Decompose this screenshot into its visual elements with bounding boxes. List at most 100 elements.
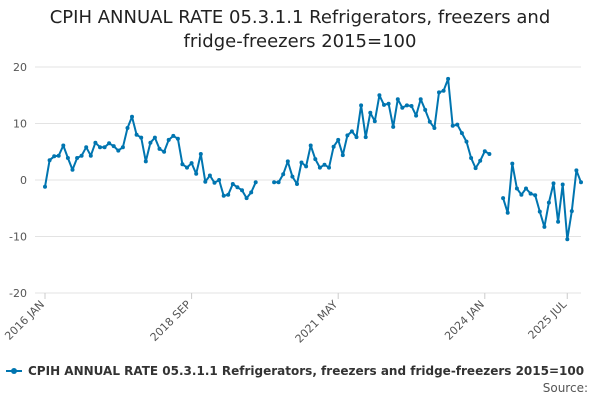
data-point bbox=[368, 110, 373, 115]
data-point bbox=[327, 165, 331, 170]
data-point bbox=[418, 97, 423, 102]
data-point bbox=[148, 140, 153, 145]
data-point bbox=[47, 158, 52, 163]
data-point bbox=[427, 119, 432, 124]
data-point bbox=[226, 192, 231, 197]
data-point bbox=[395, 97, 400, 102]
data-point bbox=[560, 182, 565, 187]
data-point bbox=[478, 158, 483, 163]
data-point bbox=[276, 180, 281, 185]
data-point bbox=[551, 181, 556, 186]
x-tick-label: 2021 MAY bbox=[293, 298, 341, 346]
series-group bbox=[43, 76, 583, 242]
y-tick-label: -20 bbox=[9, 287, 27, 300]
data-point bbox=[473, 166, 478, 171]
data-point bbox=[281, 172, 286, 177]
data-point bbox=[514, 186, 519, 191]
data-point bbox=[143, 159, 148, 164]
legend[interactable]: CPIH ANNUAL RATE 05.3.1.1 Refrigerators,… bbox=[6, 364, 584, 378]
data-point bbox=[556, 219, 561, 224]
data-point bbox=[125, 126, 130, 130]
y-tick-label: 0 bbox=[20, 174, 27, 187]
data-point bbox=[409, 104, 414, 108]
data-point bbox=[107, 141, 112, 146]
gridlines bbox=[35, 66, 581, 294]
data-point bbox=[70, 167, 75, 172]
data-point bbox=[139, 135, 144, 140]
data-point bbox=[203, 179, 208, 184]
data-point bbox=[322, 162, 327, 167]
data-point bbox=[345, 133, 350, 138]
data-point bbox=[446, 76, 451, 81]
legend-label: CPIH ANNUAL RATE 05.3.1.1 Refrigerators,… bbox=[28, 364, 585, 378]
data-point bbox=[331, 144, 336, 149]
data-point bbox=[441, 88, 446, 93]
data-point bbox=[244, 196, 249, 201]
data-point bbox=[221, 193, 226, 198]
data-point bbox=[102, 145, 107, 150]
x-tick-label: 2024 JAN bbox=[442, 298, 487, 343]
data-point bbox=[414, 113, 419, 118]
data-point bbox=[120, 145, 125, 150]
data-point bbox=[295, 182, 299, 186]
data-point bbox=[116, 148, 121, 153]
data-point bbox=[171, 133, 176, 138]
data-point bbox=[377, 93, 382, 98]
data-point bbox=[359, 103, 364, 108]
data-point bbox=[56, 153, 61, 158]
data-point bbox=[459, 131, 464, 136]
data-point bbox=[185, 165, 189, 170]
data-point bbox=[464, 139, 469, 144]
data-point bbox=[84, 145, 89, 150]
data-point bbox=[308, 143, 313, 148]
data-point bbox=[487, 152, 492, 156]
data-point bbox=[240, 188, 244, 193]
x-tick-label: 2016 JAN bbox=[2, 298, 47, 343]
data-point bbox=[391, 124, 396, 129]
data-point bbox=[111, 144, 116, 149]
data-point bbox=[52, 154, 57, 159]
data-point bbox=[285, 159, 290, 164]
data-point bbox=[546, 200, 551, 205]
y-tick-label: 10 bbox=[13, 118, 27, 131]
data-point bbox=[317, 165, 322, 170]
y-axis: 20 10 0 -10 -20 bbox=[9, 61, 27, 300]
data-point bbox=[542, 224, 547, 229]
source-label: Source: bbox=[542, 381, 588, 395]
data-point bbox=[519, 192, 524, 197]
data-point bbox=[349, 129, 354, 134]
data-point bbox=[230, 182, 235, 186]
data-point bbox=[400, 105, 405, 110]
data-point bbox=[43, 184, 47, 189]
data-point bbox=[501, 196, 506, 201]
data-point bbox=[166, 137, 171, 142]
data-point bbox=[574, 168, 579, 173]
data-point bbox=[61, 143, 66, 148]
data-point bbox=[524, 186, 528, 191]
data-point bbox=[372, 119, 377, 124]
data-point bbox=[189, 161, 194, 166]
data-point bbox=[363, 135, 368, 140]
x-axis: 2016 JAN 2018 SEP 2021 MAY 2024 JAN 2025 JUL bbox=[2, 293, 570, 346]
data-point bbox=[565, 237, 570, 242]
data-point bbox=[175, 136, 180, 141]
chart-title-line-1: CPIH ANNUAL RATE 05.3.1.1 Refrigerators,… bbox=[49, 7, 551, 28]
data-point bbox=[207, 173, 212, 178]
chart-title: CPIH ANNUAL RATE 05.3.1.1 Refrigerators,… bbox=[0, 6, 600, 54]
data-point bbox=[450, 123, 455, 128]
data-point bbox=[235, 185, 240, 190]
data-point bbox=[217, 178, 222, 182]
data-point bbox=[272, 180, 277, 185]
data-point bbox=[537, 209, 542, 214]
data-point bbox=[404, 103, 409, 108]
data-point bbox=[290, 174, 295, 179]
data-point bbox=[299, 160, 304, 165]
data-point bbox=[505, 210, 510, 215]
data-point bbox=[533, 193, 538, 198]
data-point bbox=[528, 191, 533, 196]
data-point bbox=[198, 152, 203, 156]
data-point bbox=[313, 157, 318, 162]
data-point bbox=[382, 102, 386, 107]
data-point bbox=[130, 114, 134, 119]
